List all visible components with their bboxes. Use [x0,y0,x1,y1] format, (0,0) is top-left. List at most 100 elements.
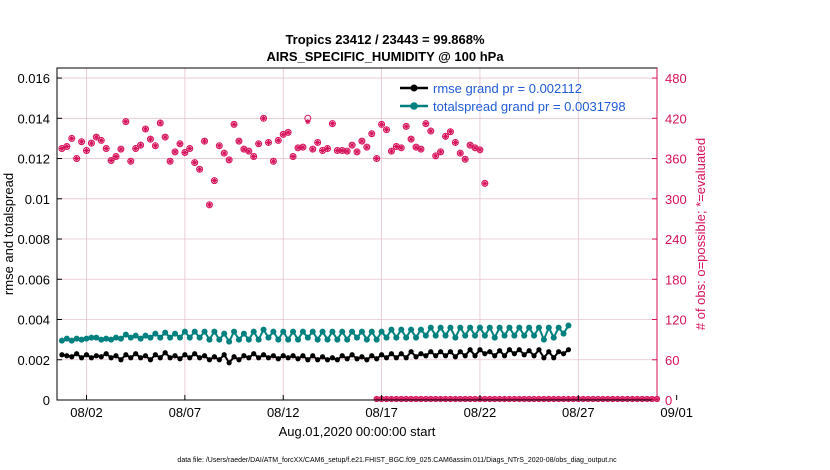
y-tick-label-right: 240 [665,232,687,247]
obs-possible-point [210,177,218,185]
series-point [147,357,154,363]
obs-zero-evaluated-point [585,396,591,402]
obs-zero-evaluated-point [630,396,635,402]
obs-possible-point [476,146,484,154]
obs-evaluated-point [172,149,178,155]
obs-zero-evaluated-point [600,396,606,402]
obs-evaluated-point [78,139,85,145]
obs-evaluated-point [285,129,291,135]
data-file-footer: data file: /Users/raeder/DAI/ATM_forcXX/… [177,457,617,464]
series-point [437,324,444,331]
series-point [467,347,473,353]
obs-possible-point [245,147,253,155]
obs-possible-point [191,159,199,167]
series-point [310,353,316,359]
series-point [358,328,365,335]
series-point [546,349,552,355]
series-point [442,353,449,359]
obs-evaluated-point [270,158,276,164]
obs-possible-point [171,148,179,156]
series-point [108,336,115,343]
series-point [472,332,479,339]
obs-possible-point [87,139,95,147]
series-point [280,328,287,335]
series-point [98,336,105,343]
series-point [74,351,80,357]
series-point [117,335,124,342]
series-point [93,353,99,359]
series-point [122,331,129,338]
obs-evaluated-point [319,147,326,154]
series-point [226,338,233,345]
series-point [374,356,380,362]
series-point [88,355,95,361]
series-point [196,334,203,341]
series-point [531,332,538,339]
obs-possible-point [250,153,258,161]
obs-evaluated-point [265,139,272,146]
series-point [388,351,395,357]
series-point [176,334,183,341]
series-point [423,353,429,359]
series-point [408,349,414,355]
obs-possible-point [151,142,159,150]
series-point [433,353,439,359]
obs-evaluated-point [310,146,316,152]
obs-evaluated-point [177,141,183,147]
series-point [476,324,483,331]
series-point [378,352,385,358]
series-point [285,336,292,343]
series-point [64,353,70,359]
series-point [487,349,493,355]
chart-subtitle: AIRS_SPECIFIC_HUMIDITY @ 100 hPa [266,49,504,64]
obs-evaluated-point [438,149,444,155]
obs-evaluated-point [260,115,267,121]
series-point [231,328,238,335]
series-point [235,336,242,343]
series-point [492,353,498,359]
obs-possible-point [456,149,464,157]
y-tick-label: 0.006 [17,272,50,287]
series-point [152,352,158,358]
obs-possible-point [156,119,164,127]
legend-rmse-label: rmse grand pr = 0.002112 [433,81,582,96]
obs-possible-point [387,147,395,155]
series-point [403,355,409,361]
obs-evaluated-point [300,144,306,150]
series-point [255,336,262,343]
obs-possible-point [230,120,238,128]
series-point [378,328,385,335]
series-point [438,349,444,355]
obs-zero-evaluated-point [418,396,424,402]
obs-evaluated-point [216,143,222,149]
obs-evaluated-point [472,145,478,151]
obs-possible-point [127,157,135,165]
y-tick-label: 0.012 [17,152,50,167]
series-point [452,334,459,341]
obs-evaluated-point [162,134,168,140]
series-point [516,347,522,353]
series-point [309,328,316,335]
obs-evaluated-point [324,145,331,152]
obs-evaluated-point [147,136,154,142]
series-point [167,334,174,341]
x-tick-label: 08/27 [562,405,595,420]
obs-evaluated-point [408,136,414,142]
series-point [417,326,424,333]
obs-evaluated-point [477,147,483,153]
chart-title: Tropics 23412 / 23443 = 99.868% [285,32,485,47]
obs-evaluated-point [103,145,109,152]
series-point [216,336,223,343]
series-point [501,353,508,359]
obs-zero-evaluated-point [581,396,586,402]
obs-possible-point [378,120,386,128]
obs-evaluated-point [88,140,95,146]
obs-zero-evaluated-point [531,396,537,402]
obs-evaluated-point [418,146,424,152]
obs-possible-point [142,125,150,133]
obs-evaluated-point [388,148,395,154]
series-point [181,328,188,335]
series-lines [58,322,572,366]
x-tick-label: 09/01 [660,405,693,420]
